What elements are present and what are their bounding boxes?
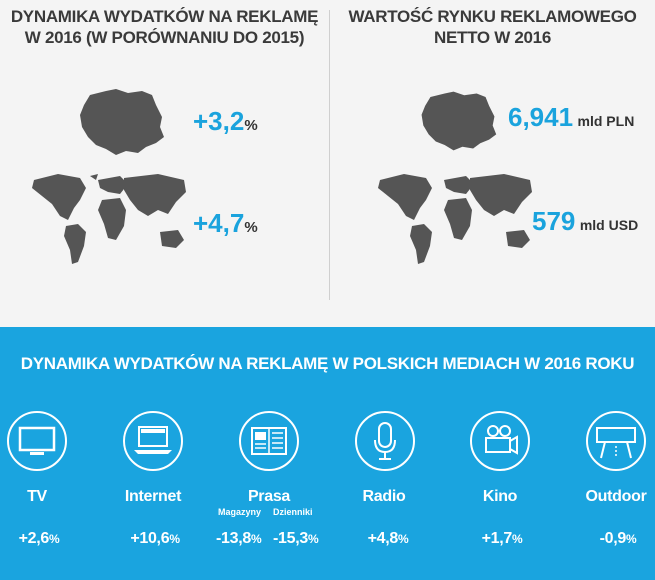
media-value-radio: +4,8% [367, 530, 409, 547]
world-map-icon [32, 174, 186, 264]
media-sublabel-dzienniki: Dzienniki [273, 507, 313, 517]
left-panel-title: DYNAMIKA WYDATKÓW NA REKLAMĘ W 2016 (W P… [10, 7, 319, 47]
top-panel [0, 0, 655, 327]
media-label-prasa: Prasa [247, 488, 291, 505]
media-sublabel-magazyny: Magazyny [218, 507, 262, 517]
poland-map-icon [80, 89, 164, 155]
laptop-icon [123, 411, 183, 471]
world-spend-growth: +4,7% [193, 208, 258, 238]
billboard-icon [586, 411, 646, 471]
film-camera-icon [470, 411, 530, 471]
world-map-icon [378, 174, 532, 264]
media-panel [0, 327, 655, 580]
right-panel-title: WARTOŚĆ RYNKU REKLAMOWEGO NETTO W 2016 [348, 7, 637, 47]
media-label-radio: Radio [362, 488, 406, 505]
microphone-icon [355, 411, 415, 471]
media-value-kino: +1,7% [481, 530, 523, 547]
world-market-value: 579 mld USD [532, 206, 639, 236]
media-label-internet: Internet [124, 488, 182, 505]
tv-icon [7, 411, 67, 471]
media-value-dzienniki: -15,3% [273, 530, 319, 547]
media-label-kino: Kino [482, 488, 518, 505]
panel-divider [329, 10, 330, 300]
media-value-tv: +2,6% [18, 530, 60, 547]
poland-spend-growth: +3,2% [193, 106, 258, 136]
media-value-internet: +10,6% [130, 530, 180, 547]
poland-market-value: 6,941 mld PLN [508, 102, 635, 132]
media-panel-title: DYNAMIKA WYDATKÓW NA REKLAMĘ W POLSKICH … [20, 354, 635, 373]
media-value-magazyny: -13,8% [216, 530, 262, 547]
media-value-outdoor: -0,9% [599, 530, 637, 547]
media-label-tv: TV [27, 488, 47, 505]
newspaper-icon [239, 411, 299, 471]
media-label-outdoor: Outdoor [585, 488, 647, 505]
poland-map-icon [421, 91, 497, 151]
